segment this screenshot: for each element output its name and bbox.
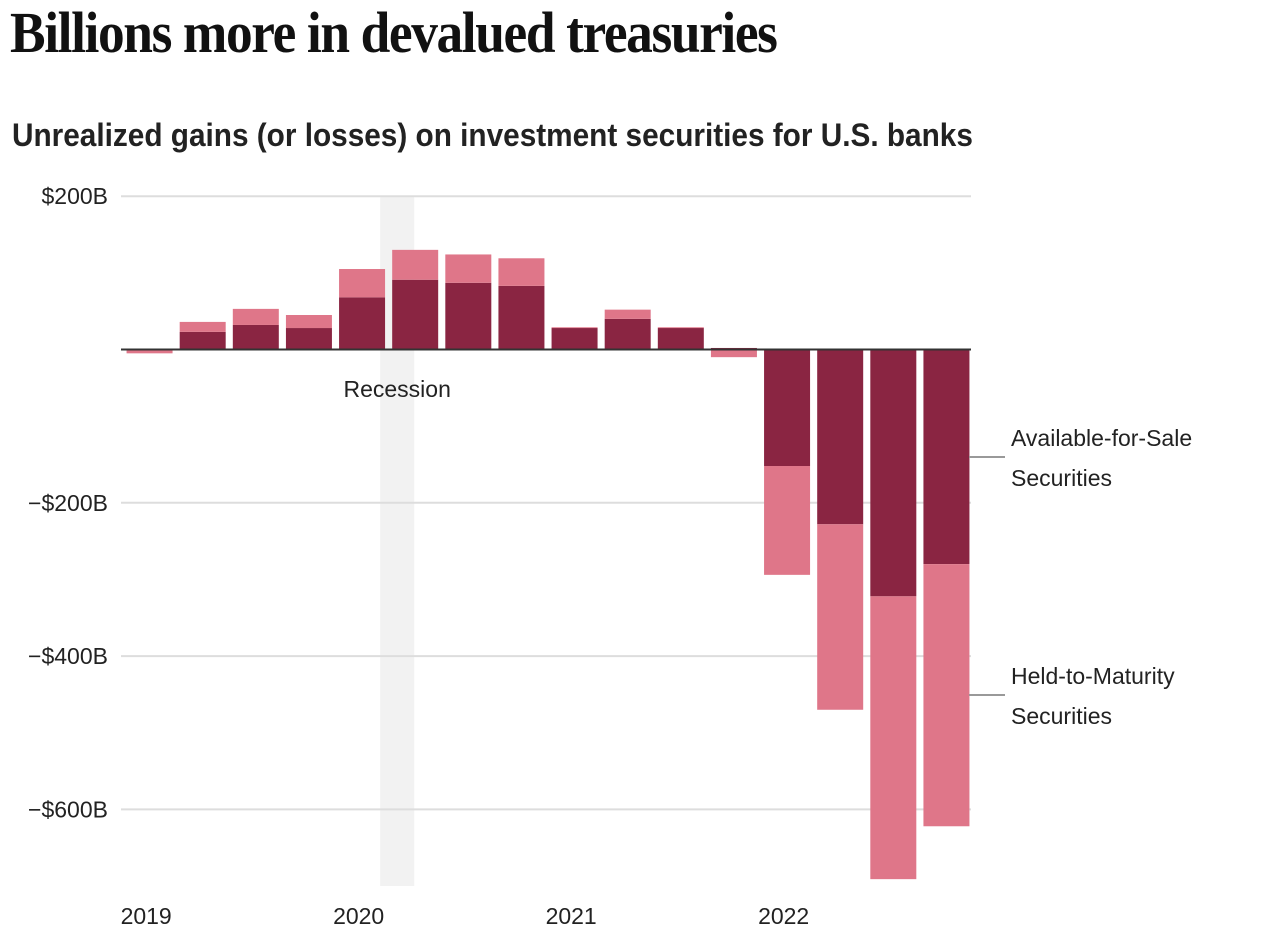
bar-afs <box>285 328 332 350</box>
bar-afs <box>604 318 651 350</box>
bar-htm <box>392 249 439 280</box>
recession-label: Recession <box>343 376 450 402</box>
chart-subtitle: Unrealized gains (or losses) on investme… <box>12 117 973 153</box>
x-tick-label: 2022 <box>758 903 809 929</box>
bar-htm <box>498 258 545 286</box>
bar-afs <box>445 282 492 350</box>
bar-htm <box>657 327 704 329</box>
y-tick-label: −$400B <box>28 643 108 669</box>
bar-afs <box>551 328 598 350</box>
bar-htm <box>445 254 492 283</box>
legend-label: Available-for-Sale <box>1011 425 1192 451</box>
legend-label: Held-to-Maturity <box>1011 663 1175 689</box>
bar-htm <box>604 309 651 319</box>
bar-htm <box>232 308 279 325</box>
bar-htm <box>285 315 332 329</box>
bar-afs <box>392 279 439 350</box>
bar-htm <box>764 466 811 575</box>
legend-layer: Available-for-Sale Securities Held-to-Matu… <box>969 425 1192 729</box>
bar-afs <box>923 349 970 565</box>
bar-htm <box>551 327 598 329</box>
bar-afs <box>179 331 226 350</box>
bar-afs <box>870 349 917 597</box>
y-tick-label: −$600B <box>28 796 108 822</box>
axis-layer: $200B −$200B −$400B −$600B 2019 2020 2021 2022 <box>28 183 809 929</box>
bar-htm <box>923 564 970 827</box>
bar-afs <box>498 285 545 350</box>
y-tick-label: −$200B <box>28 490 108 516</box>
bars-layer <box>126 249 970 880</box>
bar-afs <box>232 324 279 350</box>
bar-afs <box>764 349 811 467</box>
bar-htm <box>339 269 386 298</box>
bar-htm <box>817 524 864 710</box>
x-tick-label: 2021 <box>546 903 597 929</box>
bar-afs <box>657 328 704 350</box>
x-tick-label: 2019 <box>121 903 172 929</box>
bar-afs <box>817 349 864 525</box>
bar-htm <box>179 321 226 332</box>
legend-label: Securities <box>1011 703 1112 729</box>
y-tick-label: $200B <box>41 183 108 209</box>
bar-htm <box>870 596 917 880</box>
chart-title: Billions more in devalued treasuries <box>10 0 778 65</box>
bar-afs <box>339 297 386 350</box>
bar-htm <box>710 349 757 358</box>
legend-label: Securities <box>1011 465 1112 491</box>
bar-htm <box>126 350 173 354</box>
x-tick-label: 2020 <box>333 903 384 929</box>
